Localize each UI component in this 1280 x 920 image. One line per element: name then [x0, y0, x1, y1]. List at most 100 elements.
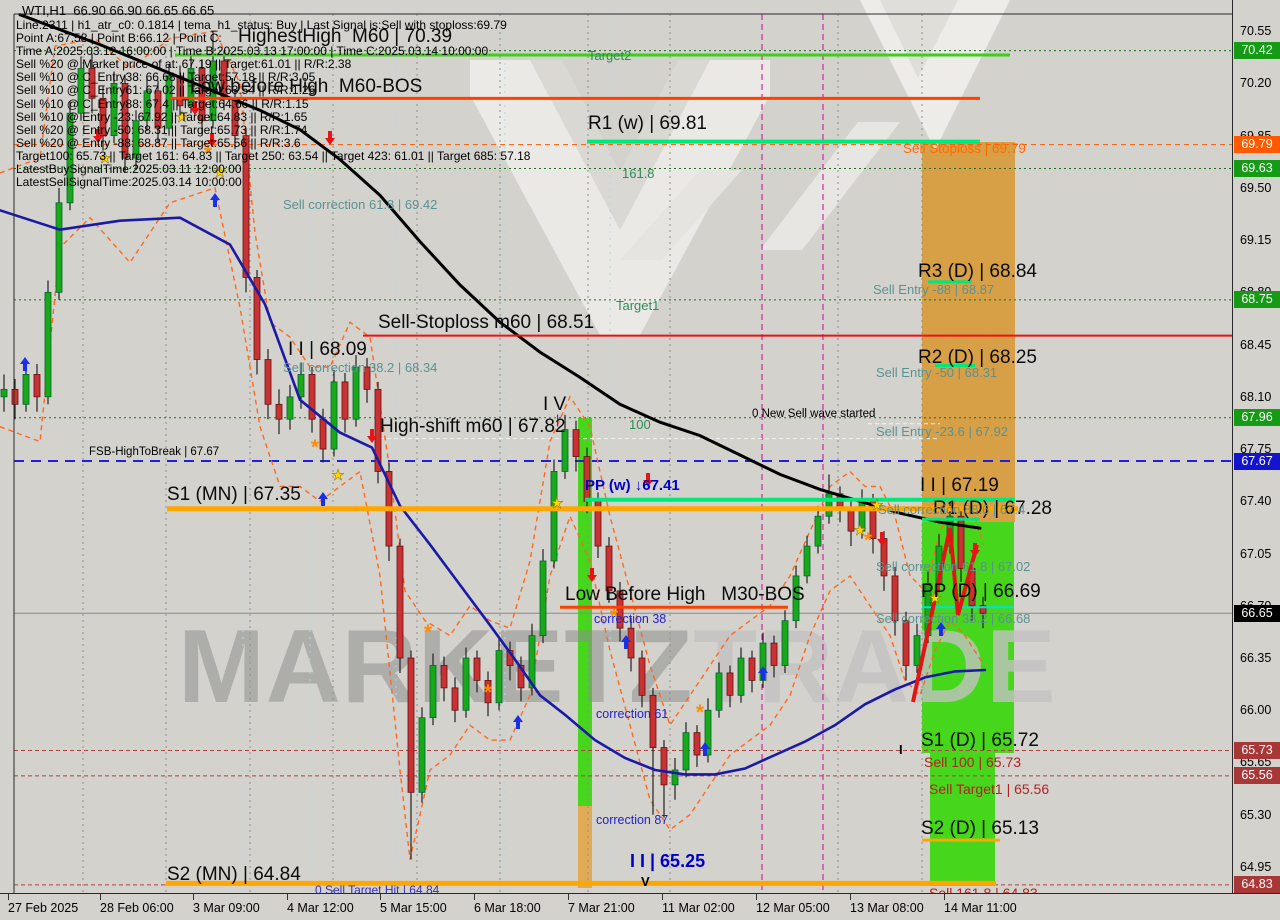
price-tick-label: 67.40 [1240, 494, 1272, 509]
time-major-tick [8, 894, 9, 900]
time-axis-label: 3 Mar 09:00 [193, 901, 260, 915]
candle-down [308, 374, 316, 420]
star-icon: ★ [98, 150, 111, 167]
time-axis-label: 5 Mar 15:00 [380, 901, 447, 915]
buy-arrow-icon [210, 193, 220, 207]
symbol-ohlc-line: WTI,H1 66.90 66.90 66.65 66.65 [22, 3, 215, 18]
candle-down [726, 672, 734, 696]
candle-down [979, 605, 987, 614]
brand-logo-watermark [470, 0, 1010, 335]
candle-up [330, 381, 338, 450]
candle-down [198, 68, 206, 122]
price-tick-label: 69.50 [1240, 180, 1272, 195]
star-icon: ★ [550, 495, 563, 512]
price-badge: 69.63 [1234, 159, 1280, 177]
price-badge: 68.75 [1234, 291, 1280, 309]
sun-marker-icon: * [610, 605, 619, 628]
ma-black [18, 13, 982, 530]
candle-up [429, 665, 437, 719]
ma-blue [0, 209, 987, 776]
candle-down [121, 83, 129, 159]
candle-up [165, 75, 173, 129]
sell-arrow-icon [643, 473, 653, 487]
candle-down [484, 680, 492, 704]
star-icon: ★ [853, 522, 866, 539]
sell-arrow-icon [970, 543, 980, 557]
info-line: LatestSellSignalTime:2025.03.14 10:00:00 [16, 175, 242, 190]
info-line: Target100: 65.73 || Target 161: 64.83 ||… [16, 148, 531, 163]
info-line: Time A:2025.03.12 16:00:00 | Time B:2025… [16, 44, 489, 59]
price-tick-label: 69.15 [1240, 233, 1272, 248]
sell-arrow-icon [190, 101, 200, 115]
buy-arrow-icon [700, 742, 710, 756]
price-badge: 67.96 [1234, 409, 1280, 427]
candle-up [110, 83, 118, 137]
time-axis-label: 11 Mar 02:00 [662, 901, 735, 915]
info-line: Sell %10 @ Entry -23: 67.92 || Target:64… [16, 109, 308, 124]
time-axis[interactable]: 27 Feb 2025 28 Feb 06:00 3 Mar 09:00 4 Mar … [0, 893, 1280, 920]
price-badge: 67.67 [1234, 452, 1280, 470]
candle-up [77, 68, 85, 114]
time-axis-label: 4 Mar 12:00 [287, 901, 354, 915]
buy-arrow-icon [318, 492, 328, 506]
candle-up [781, 620, 789, 666]
sun-marker-icon: * [424, 621, 433, 644]
envelope-lower [0, 186, 985, 860]
candle-up [528, 635, 536, 689]
sell-arrow-icon [877, 532, 887, 546]
candle-down [957, 515, 965, 569]
reward-zone-green-narrow [930, 753, 995, 886]
candle-up [814, 515, 822, 547]
candle-down [627, 627, 635, 659]
price-tick-label: 67.05 [1240, 546, 1272, 561]
time-axis-label: 28 Feb 06:00 [100, 901, 174, 915]
time-major-tick [756, 894, 757, 900]
candle-up [803, 545, 811, 577]
candle-down [363, 366, 371, 390]
signal-zones [578, 142, 1015, 888]
candle-down [616, 590, 624, 629]
candle-up [55, 202, 63, 293]
candle-up [671, 769, 679, 786]
buy-arrow-icon [936, 622, 946, 636]
price-badge: 64.83 [1234, 876, 1280, 894]
candle-up [187, 68, 195, 107]
sell-arrow-icon [93, 129, 103, 143]
price-tick-label: 68.10 [1240, 389, 1272, 404]
time-axis-label: 14 Mar 11:00 [944, 901, 1017, 915]
signal-zone-left-green [578, 418, 592, 806]
signal-zone-left-orange [578, 806, 592, 888]
candle-down [649, 694, 657, 748]
candle-down [253, 277, 261, 360]
sun-marker-icon: * [864, 529, 873, 552]
price-tick-label: 68.45 [1240, 337, 1272, 352]
sun-marker-icon: * [311, 436, 320, 459]
candle-up [0, 388, 8, 398]
candle-up [715, 672, 723, 711]
price-badge: 65.56 [1234, 767, 1280, 785]
star-icon: ★ [928, 590, 941, 607]
time-axis-label: 13 Mar 08:00 [850, 901, 924, 915]
candle-up [297, 374, 305, 398]
candle-up [66, 112, 74, 204]
time-major-tick [380, 894, 381, 900]
time-major-tick [474, 894, 475, 900]
candle-up [539, 560, 547, 637]
price-badge: 70.42 [1234, 42, 1280, 60]
candle-down [88, 68, 96, 99]
candle-down [638, 657, 646, 696]
sun-marker-icon: * [484, 681, 493, 704]
candle-down [154, 90, 162, 129]
zigzag [911, 527, 979, 703]
candle-down [341, 381, 349, 420]
candle-up [737, 657, 745, 696]
price-tick-label: 70.55 [1240, 24, 1272, 39]
info-line: Sell %10 @ C_Entry61: 67.02 || Target:63… [16, 83, 316, 98]
candle-down [473, 657, 481, 681]
price-axis[interactable]: 70.5570.2069.8569.5069.1568.8068.4568.10… [1232, 0, 1280, 894]
candle-down [319, 418, 327, 450]
time-major-tick [568, 894, 569, 900]
risk-zone-orange [922, 142, 1015, 522]
star-icon: ★ [213, 164, 226, 181]
